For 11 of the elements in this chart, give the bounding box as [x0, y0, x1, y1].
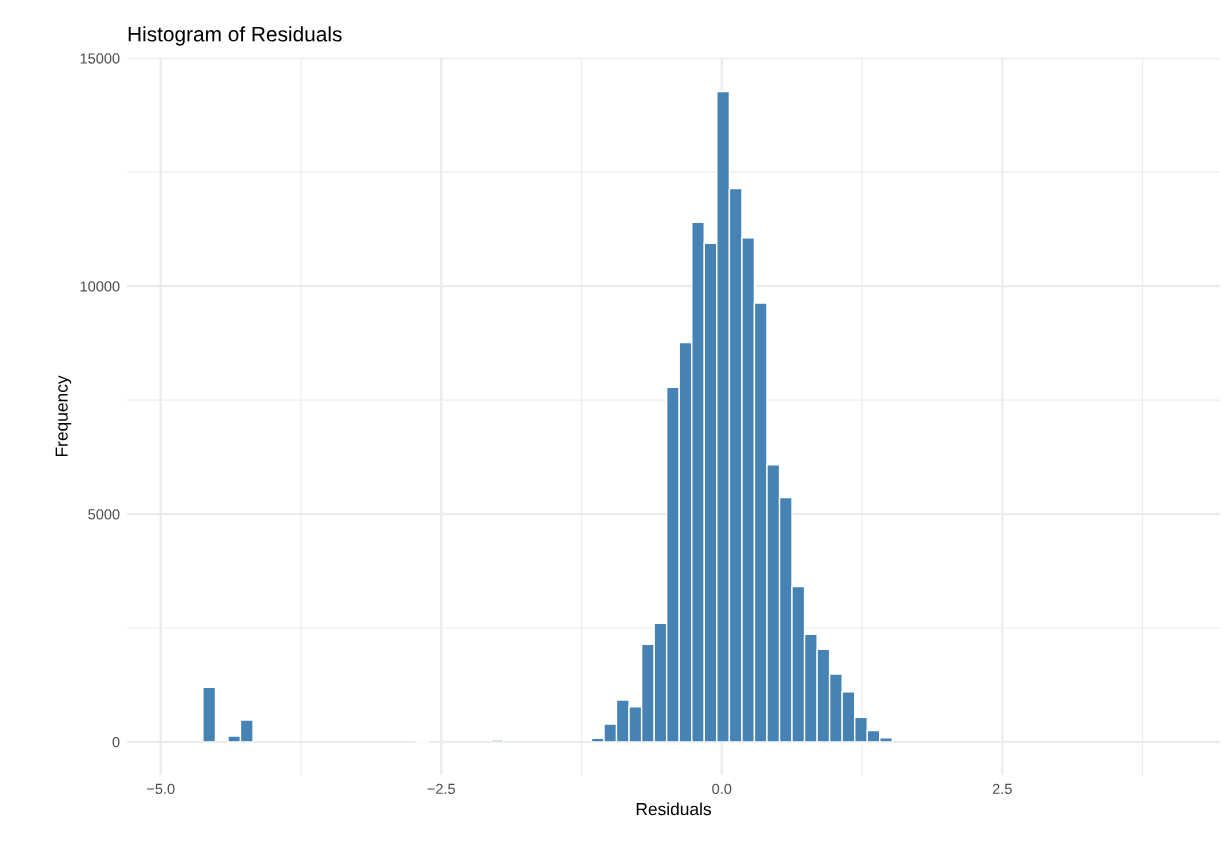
y-tick-label: 5000 — [88, 509, 120, 520]
x-tick-label: 0.0 — [712, 783, 732, 795]
x-tick-label: −5.0 — [147, 783, 175, 795]
chart-title: Histogram of Residuals — [128, 26, 342, 46]
y-tick-label: 0 — [112, 737, 120, 748]
x-axis-title: Residuals — [636, 802, 711, 816]
x-tick-label: −2.5 — [427, 783, 456, 795]
y-axis-title: Frequency — [55, 375, 72, 457]
x-tick-label: 2.5 — [992, 783, 1012, 795]
y-tick-label: 10000 — [80, 281, 120, 292]
y-tick-label: 15000 — [80, 53, 120, 64]
